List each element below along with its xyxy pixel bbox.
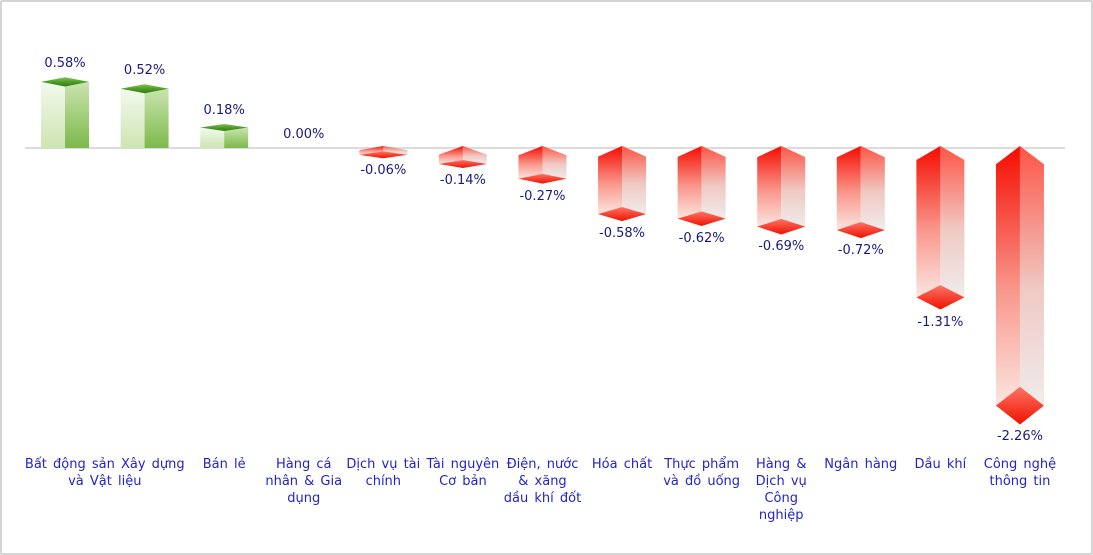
bar-right-face — [383, 146, 408, 155]
bar-right-face — [224, 127, 249, 148]
bar-top-cap — [41, 77, 89, 87]
value-label: -1.31% — [917, 314, 964, 330]
value-label: 0.58% — [44, 56, 86, 72]
bar-left-face — [995, 146, 1020, 406]
bar-left-face — [359, 146, 384, 155]
bar-left-face — [41, 81, 65, 148]
value-label: -0.06% — [360, 163, 407, 179]
bar-left-face — [438, 146, 463, 164]
bar-positive — [200, 123, 249, 148]
bar-bottom-diamond — [518, 173, 567, 184]
bar-bottom-diamond — [757, 218, 806, 235]
x-axis-label: Dầu khí — [914, 457, 967, 472]
x-axis-label: Tài nguyên Cơ bản — [426, 457, 500, 489]
value-label: -2.26% — [996, 429, 1043, 445]
bar-negative — [757, 146, 806, 235]
bar-right-face — [860, 146, 885, 231]
x-axis-label: Công nghệ thông tin — [983, 457, 1057, 489]
bar-negative — [359, 146, 408, 159]
bar-bottom-diamond — [916, 285, 965, 310]
x-axis-label: Hàng & Dịch vụ Công nghiệp — [755, 457, 807, 523]
value-label: -0.69% — [758, 239, 805, 255]
value-label: -0.62% — [678, 231, 725, 247]
bar-negative — [438, 146, 487, 168]
bar-right-face — [940, 146, 965, 298]
bar-positive — [41, 77, 89, 148]
bar-bottom-diamond — [677, 211, 726, 227]
bar-top-cap — [120, 84, 169, 94]
bar-bottom-diamond — [359, 151, 408, 159]
x-axis-label: Điện, nước & xăng dầu khí đốt — [503, 457, 582, 506]
bar-bottom-diamond — [598, 207, 647, 222]
bar-left-face — [120, 88, 145, 148]
value-label: -0.72% — [837, 243, 884, 259]
bar-negative — [916, 146, 965, 310]
bar-right-face — [1019, 146, 1044, 406]
value-label: -0.58% — [599, 226, 646, 242]
bar-right-face — [622, 146, 647, 215]
bar-left-face — [518, 146, 543, 179]
value-label: 0.18% — [203, 102, 245, 118]
bar-left-face — [757, 146, 782, 227]
bar-right-face — [781, 146, 806, 227]
bar-left-face — [916, 146, 941, 298]
bar-negative — [995, 146, 1044, 425]
value-label: -0.27% — [519, 188, 566, 204]
bar-left-face — [677, 146, 702, 219]
x-axis-label: Bán lẻ — [202, 457, 246, 472]
bar-negative — [677, 146, 726, 227]
bar-right-face — [462, 146, 487, 164]
x-axis-label: Thực phẩm và đồ uống — [663, 457, 741, 489]
value-label: -0.14% — [439, 172, 486, 188]
bar-right-face — [144, 88, 169, 148]
x-axis-label: Hàng cá nhân & Gia dụng — [265, 457, 343, 506]
value-label: 0.00% — [283, 127, 325, 142]
x-axis-label: Ngân hàng — [824, 457, 898, 472]
bar-right-face — [65, 81, 89, 148]
x-axis-label: Dịch vụ tài chính — [346, 457, 421, 489]
value-label: 0.52% — [123, 63, 166, 79]
bar-positive — [120, 84, 169, 148]
bar-negative — [518, 146, 567, 184]
bar-right-face — [701, 146, 726, 219]
x-axis-label: Bất động sản Xây dựng và Vật liệu — [24, 457, 185, 489]
bar-negative — [598, 146, 647, 222]
bar-bottom-diamond — [995, 386, 1044, 425]
bars-group — [25, 77, 1065, 425]
bar-left-face — [598, 146, 623, 215]
bar-left-face — [200, 127, 225, 148]
bar-bottom-diamond — [438, 159, 487, 168]
bar-left-face — [836, 146, 861, 231]
bar-negative — [836, 146, 885, 239]
x-axis-label: Hóa chất — [591, 457, 653, 472]
bar-top-cap — [200, 123, 249, 131]
bars-canvas — [25, 77, 1065, 425]
bar-right-face — [542, 146, 567, 179]
bar-bottom-diamond — [836, 222, 885, 239]
